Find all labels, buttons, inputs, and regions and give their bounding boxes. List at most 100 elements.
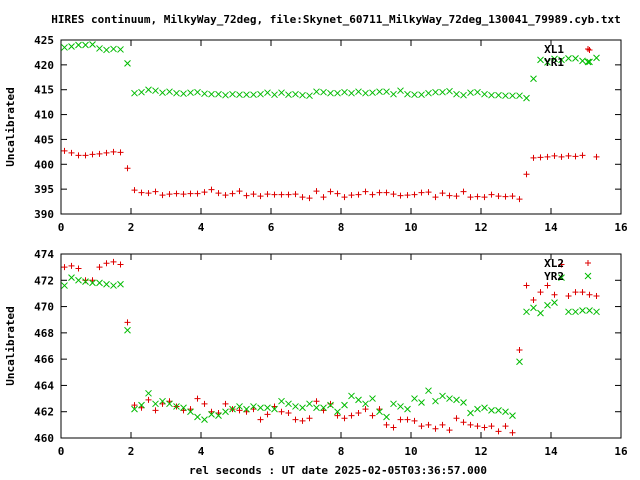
data-point [292, 403, 299, 410]
data-point [355, 396, 362, 404]
x-tick-label: 12 [474, 221, 487, 234]
data-point [544, 301, 551, 309]
x-tick-label: 8 [338, 445, 345, 458]
data-point [278, 191, 285, 198]
data-point [523, 94, 530, 102]
data-point [432, 397, 439, 405]
data-point [425, 421, 432, 428]
data-point [432, 425, 439, 432]
data-point [152, 188, 159, 195]
data-point [194, 88, 201, 96]
data-point [418, 399, 425, 406]
data-point [320, 404, 327, 412]
y-tick-label: 474 [34, 248, 54, 261]
data-point [89, 151, 96, 158]
data-point [222, 91, 229, 99]
data-point [173, 190, 180, 197]
data-point [61, 147, 68, 154]
data-point [75, 152, 82, 159]
y-tick-label: 420 [34, 59, 54, 72]
data-point [544, 282, 551, 289]
x-tick-label: 4 [198, 221, 205, 234]
data-point [285, 410, 292, 417]
data-point [131, 187, 138, 194]
y-tick-label: 410 [34, 109, 54, 122]
data-point [488, 423, 495, 430]
x-tick-label: 4 [198, 445, 205, 458]
data-point [110, 282, 117, 289]
data-point [257, 193, 264, 200]
data-point [537, 309, 544, 317]
data-point [145, 389, 152, 397]
data-point [439, 392, 446, 400]
data-point [236, 403, 243, 410]
data-point [271, 91, 278, 99]
data-point [138, 88, 145, 96]
data-point [103, 46, 110, 54]
data-point [488, 407, 495, 414]
data-point [82, 41, 89, 49]
data-point [537, 56, 544, 64]
data-point [334, 412, 341, 419]
data-point [229, 90, 236, 98]
data-point [544, 59, 551, 66]
data-point [250, 403, 257, 410]
data-point [180, 404, 187, 412]
data-point [201, 416, 208, 423]
data-point [278, 408, 285, 415]
data-point [250, 191, 257, 198]
x-tick-label: 2 [128, 445, 135, 458]
data-point [194, 190, 201, 197]
data-point [271, 405, 278, 413]
data-point [376, 189, 383, 196]
data-point [250, 91, 257, 99]
data-point [236, 188, 243, 195]
y-tick-label: 470 [34, 301, 54, 314]
data-point [558, 261, 565, 268]
data-point [68, 149, 75, 156]
data-point [467, 194, 474, 201]
data-point [61, 44, 68, 51]
data-point [96, 45, 103, 52]
data-point [187, 408, 194, 416]
data-point [166, 400, 173, 408]
data-point [215, 190, 222, 197]
data-point [131, 89, 138, 97]
data-point [418, 91, 425, 99]
data-point [509, 92, 516, 100]
data-point [586, 291, 593, 298]
data-point [579, 57, 586, 65]
data-point [390, 424, 397, 431]
data-point [530, 75, 537, 83]
data-point [75, 276, 82, 284]
data-point [152, 407, 159, 414]
data-point [446, 395, 453, 402]
x-axis-label: rel seconds : UT date 2025-02-05T03:36:5… [189, 464, 487, 477]
data-point [243, 405, 250, 413]
data-point [495, 407, 502, 414]
data-point [264, 404, 271, 412]
data-point [558, 153, 565, 160]
data-point [390, 191, 397, 198]
y-tick-label: 395 [34, 183, 54, 196]
data-point [110, 258, 117, 265]
data-point [152, 400, 159, 408]
data-point [537, 154, 544, 161]
y-tick-label: 466 [34, 353, 54, 366]
y-tick-label: 468 [34, 327, 54, 340]
x-tick-label: 12 [474, 445, 487, 458]
data-point [201, 400, 208, 407]
data-point [453, 90, 460, 98]
data-point [362, 188, 369, 195]
data-point [551, 152, 558, 159]
data-point [159, 192, 166, 199]
data-point [131, 405, 138, 413]
data-point [215, 90, 222, 98]
data-point [474, 405, 481, 413]
data-point [572, 55, 579, 62]
data-point [558, 274, 565, 282]
data-point [341, 88, 348, 96]
x-tick-label: 6 [268, 221, 275, 234]
legend-label: YR1 [544, 56, 564, 69]
data-point [187, 190, 194, 197]
